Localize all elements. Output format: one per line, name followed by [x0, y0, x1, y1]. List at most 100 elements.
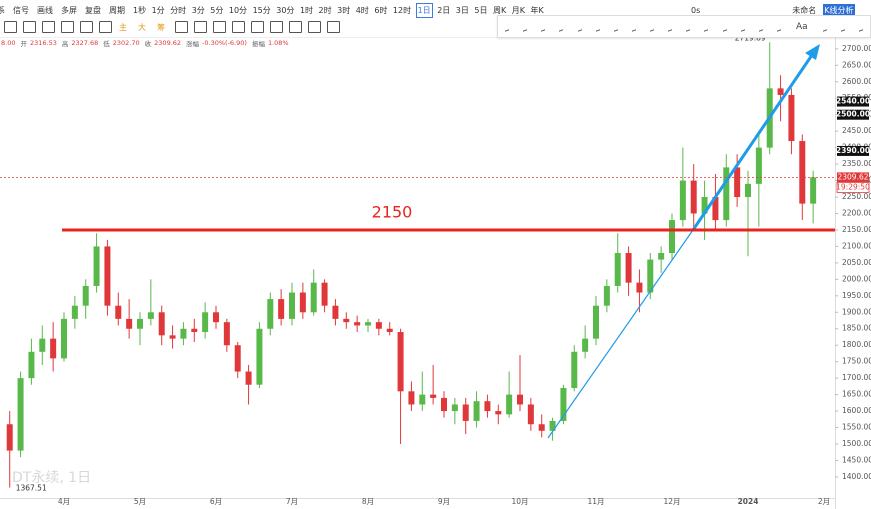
- tool-icon[interactable]: [42, 21, 55, 33]
- toolbar-item[interactable]: 信号: [13, 5, 29, 15]
- toolbar-item[interactable]: 未命名: [792, 5, 817, 15]
- draw-tool[interactable]: [668, 21, 673, 32]
- y-tick-label: 2700.00: [842, 44, 871, 53]
- interval[interactable]: 3分: [191, 5, 205, 15]
- x-tick-label: 5月: [134, 497, 146, 506]
- draw-tool[interactable]: [631, 21, 636, 32]
- candle-body: [386, 328, 393, 333]
- interval[interactable]: 周K: [492, 5, 507, 15]
- candle-body: [397, 332, 404, 392]
- interval[interactable]: 1时: [299, 5, 314, 15]
- toolbar-item[interactable]: 系: [0, 5, 5, 15]
- draw-tool[interactable]: [822, 21, 827, 32]
- interval[interactable]: 3日: [455, 5, 469, 15]
- draw-tool[interactable]: [577, 21, 582, 32]
- y-tick-label: 2250.00: [842, 192, 871, 201]
- toolbar-item[interactable]: 复盘: [85, 5, 101, 15]
- interval[interactable]: 5分: [210, 5, 224, 15]
- draw-tool[interactable]: [686, 21, 691, 32]
- candle-body: [169, 335, 176, 339]
- tool-icon[interactable]: [270, 21, 283, 33]
- candle-body: [82, 285, 89, 306]
- candle-body: [669, 220, 675, 254]
- indicator[interactable]: 大: [138, 22, 146, 32]
- draw-tool[interactable]: [758, 21, 763, 32]
- candle-body: [365, 322, 371, 326]
- tool-icon[interactable]: [23, 21, 36, 33]
- candle-body: [473, 401, 480, 421]
- draw-tool[interactable]: [858, 21, 864, 32]
- tool-icon[interactable]: [175, 21, 188, 33]
- price-tag: [837, 145, 869, 156]
- draw-tool[interactable]: [541, 21, 546, 32]
- draw-tool[interactable]: [840, 21, 845, 32]
- candle-body: [723, 167, 730, 221]
- draw-tool[interactable]: [722, 21, 727, 32]
- tool-icon[interactable]: [61, 21, 74, 33]
- candle-body: [614, 253, 621, 286]
- tool-icon[interactable]: [194, 21, 207, 33]
- tool-icon[interactable]: [327, 21, 340, 33]
- tool-icon[interactable]: [99, 21, 112, 33]
- toolbar-item[interactable]: 周期: [109, 5, 125, 15]
- candle-body: [343, 318, 350, 323]
- interval[interactable]: 12时: [392, 5, 412, 15]
- interval[interactable]: 4时: [355, 5, 369, 15]
- candle-body: [115, 305, 122, 319]
- candle-body: [332, 305, 339, 319]
- interval[interactable]: 1秒: [133, 5, 147, 15]
- tool-icon[interactable]: [213, 21, 226, 33]
- interval[interactable]: 15分: [252, 5, 271, 15]
- interval[interactable]: 1日: [415, 2, 433, 18]
- interval[interactable]: 5日: [474, 5, 488, 15]
- interval[interactable]: 月K: [511, 5, 525, 15]
- tool-icon[interactable]: [251, 21, 264, 33]
- interval[interactable]: 6时: [374, 5, 388, 15]
- draw-tool[interactable]: [704, 21, 709, 32]
- draw-tool[interactable]: [776, 21, 781, 32]
- candle-body: [582, 338, 589, 352]
- toolbar-item[interactable]: 0s: [691, 5, 701, 15]
- info-value: 1.08%: [267, 39, 289, 47]
- tool-icon[interactable]: [4, 21, 17, 33]
- candle-body: [299, 292, 306, 313]
- candle-body: [202, 312, 209, 333]
- draw-tool[interactable]: [523, 21, 528, 32]
- interval[interactable]: 10分: [228, 5, 248, 15]
- toolbar-item[interactable]: 画线: [37, 5, 53, 15]
- interval[interactable]: 分时: [170, 5, 187, 15]
- price-tag-label: 2500.00: [836, 110, 870, 119]
- interval[interactable]: 3时: [337, 5, 351, 15]
- draw-tool[interactable]: [740, 21, 745, 32]
- drawing-toolbar: Aa: [497, 15, 871, 38]
- tool-icon[interactable]: [232, 21, 245, 33]
- draw-tool[interactable]: [650, 21, 655, 32]
- interval[interactable]: 1分: [151, 5, 165, 15]
- interval[interactable]: 2日: [437, 5, 451, 15]
- indicator[interactable]: 主: [119, 22, 127, 32]
- draw-tool[interactable]: [613, 21, 618, 32]
- info-label: 高: [61, 40, 69, 48]
- toolbar-item[interactable]: K线分析: [823, 3, 855, 17]
- draw-tool[interactable]: [559, 21, 564, 32]
- toolbar-item[interactable]: 多屏: [61, 5, 77, 15]
- tool-icon[interactable]: [289, 21, 302, 33]
- countdown: 19:29:50: [836, 182, 870, 191]
- interval[interactable]: 2时: [318, 5, 332, 15]
- draw-tool[interactable]: [505, 21, 510, 32]
- tool-icon[interactable]: [80, 21, 93, 33]
- interval[interactable]: 年K: [530, 5, 544, 15]
- level-label: 2150: [372, 202, 413, 221]
- interval[interactable]: 30分: [276, 5, 295, 15]
- candle-body: [419, 394, 426, 405]
- tool-icon[interactable]: [308, 21, 321, 33]
- price-tag: [837, 96, 869, 107]
- draw-tool-text[interactable]: Aa: [796, 21, 808, 32]
- x-tick-label: 6月: [210, 497, 222, 506]
- indicator[interactable]: 筹: [157, 22, 165, 32]
- draw-tool[interactable]: [595, 21, 600, 32]
- candle-body: [712, 197, 719, 221]
- x-tick-label: 11月: [587, 497, 604, 506]
- candle-body: [354, 322, 361, 326]
